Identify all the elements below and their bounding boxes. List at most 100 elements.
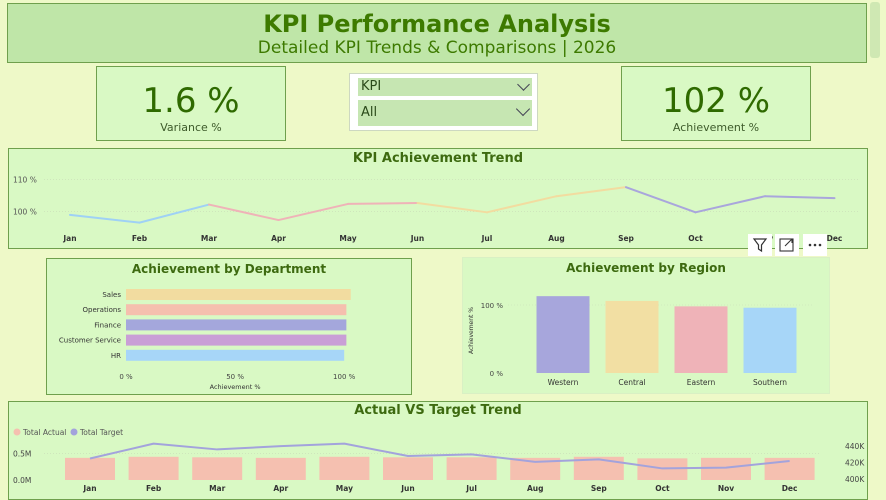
department-bar [126, 334, 347, 346]
left-tick-label: 0.0M [13, 476, 31, 485]
kpi-slicer-label: KPI [361, 79, 382, 94]
actual-bar [510, 457, 561, 480]
trend-line-segment [277, 202, 349, 222]
category-label: Operations [83, 306, 122, 314]
achievement-label: Achievement % [672, 121, 760, 134]
legend-marker [70, 428, 78, 436]
scrollbar-thumb[interactable] [870, 2, 880, 58]
actual-target-chart: Total Actual Total Target 0.5M 0.0M 400K 420K… [13, 428, 865, 493]
region-title: Achievement by Region [566, 261, 726, 275]
trend-line-segment [486, 195, 558, 214]
trend-line-segment [69, 213, 141, 224]
region-chart: 100 % 0 % Achievement % Western Central Easte… [468, 296, 813, 387]
category-label: Central [618, 378, 645, 387]
x-tick-label: Sep [618, 234, 634, 243]
achievement-card: 102 % Achievement % [621, 66, 811, 141]
right-tick-label: 420K [845, 459, 865, 468]
y-axis-label: Achievement % [468, 307, 475, 354]
category-label: Sales [102, 291, 121, 299]
actual-target-panel[interactable]: Actual VS Target Trend Total Actual Total… [8, 401, 868, 500]
x-axis-label: Achievement % [210, 383, 261, 391]
kpi-dropdown-value: All [361, 105, 378, 120]
y-tick-label: 0 % [490, 370, 504, 378]
x-tick-label: Jun [400, 484, 414, 493]
kpi-dropdown[interactable]: All [358, 100, 532, 126]
page-title: KPI Performance Analysis [263, 10, 611, 38]
kpi-trend-panel[interactable]: KPI Achievement Trend 100 % 110 % Jan Feb Ma… [8, 148, 868, 249]
trend-line-segment [138, 203, 210, 224]
focus-mode-button[interactable] [775, 234, 799, 256]
actual-bar [573, 456, 624, 480]
x-tick-label: Jul [481, 234, 493, 243]
department-bar [126, 304, 347, 316]
y-tick-label: 100 % [13, 208, 37, 217]
more-options-icon [808, 243, 822, 247]
department-chart: Sales Operations Finance Customer Service HR… [59, 289, 356, 391]
category-label: Western [548, 378, 579, 387]
achievement-value: 102 % [661, 81, 770, 121]
chevron-down-icon[interactable] [517, 78, 530, 91]
x-tick-label: Oct [688, 234, 703, 243]
kpi-trend-chart: 100 % 110 % Jan Feb Mar Apr May Jun Jul Aug Sep Oct… [13, 175, 859, 243]
department-bar [126, 289, 351, 300]
variance-label: Variance % [160, 121, 222, 134]
filter-button[interactable] [748, 234, 772, 256]
x-tick-label: Sep [591, 484, 607, 493]
x-tick-label: 0 % [119, 373, 133, 381]
x-tick-label: 100 % [333, 373, 356, 381]
department-bar [126, 349, 345, 361]
actual-bar [446, 457, 497, 480]
category-label: HR [111, 352, 121, 360]
x-tick-label: Oct [655, 484, 670, 493]
trend-line-segment [416, 201, 488, 214]
actual-bar [383, 457, 433, 480]
actual-bar [65, 457, 115, 480]
region-bar [605, 300, 659, 373]
x-tick-label: Mar [201, 234, 218, 243]
x-tick-label: Feb [132, 234, 148, 243]
focus-mode-icon [779, 238, 794, 252]
x-tick-label: 50 % [226, 373, 244, 381]
dashboard-header: KPI Performance Analysis Detailed KPI Tr… [7, 3, 867, 63]
actual-bar [192, 457, 243, 480]
x-tick-label: Jun [410, 234, 424, 243]
actual-bar [764, 457, 815, 480]
x-tick-label: May [339, 234, 356, 243]
x-tick-label: Aug [548, 234, 565, 243]
kpi-slicer-header[interactable]: KPI [358, 78, 532, 96]
legend-label: Total Actual [22, 428, 66, 437]
x-tick-label: Aug [527, 484, 544, 493]
region-bar [743, 307, 797, 373]
x-tick-label: Mar [209, 484, 226, 493]
trend-line-segment [694, 195, 766, 214]
x-tick-label: Feb [146, 484, 162, 493]
y-tick-label: 100 % [481, 302, 504, 310]
category-label: Finance [94, 321, 121, 329]
region-panel[interactable]: Achievement by Region 100 % 0 % Achievemen… [462, 257, 830, 394]
x-tick-label: Apr [273, 484, 288, 493]
x-tick-label: May [336, 484, 353, 493]
variance-value: 1.6 % [142, 81, 240, 121]
category-label: Customer Service [59, 337, 121, 345]
more-options-button[interactable] [803, 234, 827, 256]
trend-line-segment [555, 186, 627, 198]
right-tick-label: 440K [845, 442, 865, 451]
trend-line-segment [347, 201, 419, 205]
actual-bar [128, 456, 179, 480]
trend-line-segment [764, 195, 836, 200]
x-tick-label: Jul [465, 484, 477, 493]
department-title: Achievement by Department [131, 262, 327, 276]
actual-bar [701, 457, 751, 480]
page-subtitle: Detailed KPI Trends & Comparisons | 2026 [257, 38, 617, 58]
chevron-down-icon[interactable] [515, 101, 531, 117]
category-label: Eastern [687, 378, 716, 387]
trend-line-segment [208, 203, 280, 222]
left-tick-label: 0.5M [13, 450, 31, 459]
region-bar [536, 296, 590, 373]
x-tick-label: Jan [82, 484, 96, 493]
department-panel[interactable]: Achievement by Department Sales Operation… [46, 258, 412, 395]
y-tick-label: 110 % [13, 175, 37, 184]
kpi-trend-title: KPI Achievement Trend [352, 151, 524, 166]
variance-card: 1.6 % Variance % [96, 66, 286, 141]
region-bar [674, 306, 728, 373]
